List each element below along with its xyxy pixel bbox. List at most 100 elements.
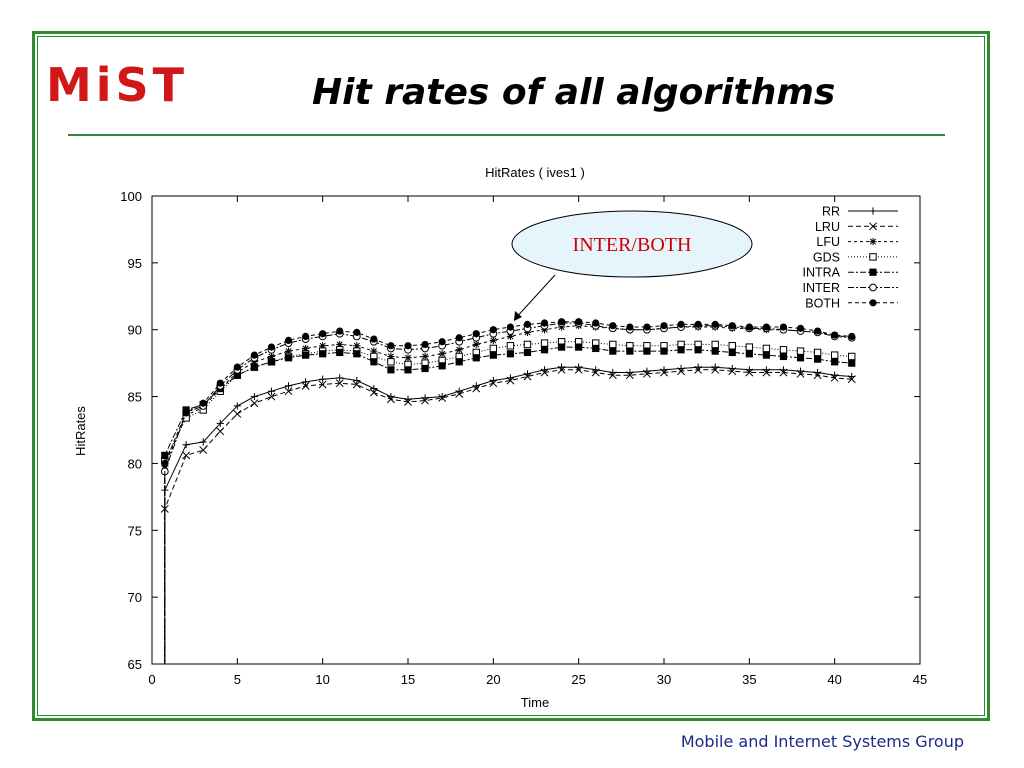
slide-inner-frame [37, 36, 985, 716]
point-both [814, 327, 822, 335]
point-intra [455, 358, 463, 366]
point-both [302, 332, 310, 340]
point-rr [182, 441, 190, 449]
x-tick-label: 45 [913, 672, 927, 687]
point-both [643, 323, 651, 331]
point-lru [711, 365, 720, 374]
x-tick-label: 30 [657, 672, 671, 687]
x-tick-label: 20 [486, 672, 500, 687]
point-intra [694, 346, 702, 354]
title-divider [68, 134, 945, 136]
point-lru [523, 372, 532, 381]
mist-logo: MiST [46, 58, 189, 112]
point-intra [233, 371, 241, 379]
point-both [161, 459, 169, 468]
x-tick-label: 0 [148, 672, 155, 687]
point-lru [438, 393, 447, 402]
point-lru [591, 368, 600, 377]
point-both [779, 323, 788, 331]
point-both [796, 324, 805, 332]
point-lru [625, 371, 634, 380]
point-lru [489, 379, 498, 388]
point-lfu [370, 347, 378, 355]
point-lru [455, 389, 464, 398]
point-rr [216, 419, 224, 427]
series-both [161, 318, 856, 664]
x-tick-label: 5 [234, 672, 241, 687]
y-tick-label: 100 [120, 189, 142, 204]
point-both [660, 322, 668, 330]
x-axis-label: Time [521, 695, 549, 710]
point-lfu [421, 352, 429, 361]
point-both [506, 323, 514, 331]
point-lfu [540, 326, 549, 334]
point-both [626, 323, 634, 331]
slide-outer-frame [32, 31, 990, 721]
point-lru [301, 381, 310, 390]
point-both [438, 338, 446, 346]
annotation-callout: INTER/BOTH [511, 210, 753, 321]
point-intra [745, 350, 753, 358]
point-intra [336, 348, 344, 357]
point-both [472, 330, 480, 338]
point-both [694, 320, 702, 328]
series-line-inter [164, 322, 852, 664]
point-rr [302, 378, 310, 386]
callout-arrowhead [514, 311, 522, 321]
point-both [387, 342, 395, 350]
point-rr [284, 382, 293, 390]
point-both [267, 343, 276, 351]
series-rr [161, 363, 856, 664]
legend-label-lfu: LFU [816, 235, 840, 249]
y-tick-label: 90 [128, 323, 142, 338]
point-intra [575, 343, 583, 351]
point-both [319, 330, 327, 338]
plot-frame [151, 195, 921, 665]
point-lru [728, 367, 737, 376]
point-both [831, 331, 839, 339]
legend-marker-inter [869, 283, 877, 292]
point-lru [813, 371, 822, 380]
x-tick-label: 25 [571, 672, 585, 687]
x-tick-label: 35 [742, 672, 756, 687]
point-intra [728, 348, 736, 357]
point-intra [370, 358, 378, 366]
callout-bubble [511, 210, 753, 278]
point-lru [233, 410, 242, 418]
point-intra [353, 350, 361, 358]
point-gds [848, 352, 856, 361]
x-tick-label: 40 [827, 672, 841, 687]
point-rr [250, 392, 258, 401]
point-intra [660, 347, 668, 355]
point-intra [609, 347, 617, 355]
point-lru [421, 396, 430, 405]
point-lfu [250, 358, 258, 366]
point-intra [643, 347, 651, 355]
point-gds [711, 340, 719, 349]
point-lfu [523, 328, 532, 336]
point-lru [660, 368, 668, 377]
point-intra [592, 344, 600, 353]
point-both [558, 318, 566, 326]
point-lfu [455, 346, 463, 354]
point-both [336, 327, 344, 335]
point-intra [762, 351, 770, 359]
point-lru [369, 388, 378, 397]
point-gds [489, 344, 498, 353]
point-gds [506, 342, 515, 350]
point-intra [711, 347, 719, 355]
point-lru [540, 368, 549, 377]
point-lru [472, 384, 481, 393]
point-gds [830, 351, 839, 359]
point-intra [523, 348, 532, 357]
point-lru [847, 375, 856, 384]
point-lru [318, 380, 327, 389]
y-tick-label: 80 [128, 456, 142, 471]
series-line-lfu [164, 325, 852, 664]
point-gds [745, 343, 754, 351]
point-lru [404, 397, 412, 406]
point-intra [267, 358, 276, 366]
point-both [540, 319, 549, 327]
point-rr [199, 438, 207, 446]
y-tick-label: 70 [128, 590, 142, 605]
